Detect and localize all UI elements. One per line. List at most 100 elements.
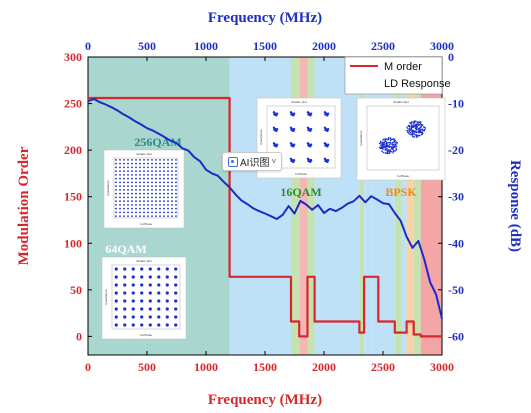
constellation-point: [143, 196, 145, 199]
constellation-point: [127, 177, 129, 180]
constellation-point: [167, 211, 169, 214]
constellation-point: [163, 188, 165, 191]
constellation-point: [127, 166, 129, 169]
top-tick-label-6: 3000: [430, 39, 454, 53]
constellation-point: [155, 207, 157, 210]
constellation-point: [131, 166, 133, 169]
constellation-point: [131, 291, 135, 295]
constellation-point: [135, 188, 137, 191]
constellation-point: [148, 307, 152, 311]
constellation-point: [115, 170, 117, 173]
constellation-point: [291, 113, 295, 117]
constellation-point: [323, 157, 327, 160]
constellation-point: [114, 315, 118, 319]
y-left-tick-label-3: 150: [64, 190, 82, 204]
constellation-point: [155, 192, 157, 195]
constellation-point: [387, 141, 390, 144]
constellation-point: [411, 125, 414, 127]
constellation-point: [159, 200, 161, 203]
constellation-point: [390, 138, 393, 141]
constellation-point: [157, 307, 161, 311]
constellation-point: [171, 196, 173, 199]
constellation-point: [159, 177, 161, 180]
y-left-tick-label-6: 300: [64, 50, 82, 64]
constellation-point: [389, 141, 392, 144]
constellation-point: [151, 203, 153, 206]
constellation-point: [409, 131, 412, 134]
constellation-point: [167, 185, 169, 188]
constellation-point: [390, 143, 392, 145]
constellation-point: [147, 188, 149, 191]
constellation-point: [414, 131, 416, 133]
constellation-point: [127, 173, 129, 176]
constellation-point: [167, 177, 169, 180]
constellation-point: [325, 129, 329, 132]
constellation-point: [148, 323, 152, 327]
constellation-point: [157, 315, 161, 319]
constellation-point: [157, 267, 161, 271]
top-tick-label-2: 1000: [194, 39, 218, 53]
constellation-point: [390, 151, 393, 153]
constellation-point: [386, 153, 389, 155]
constellation-point: [414, 128, 417, 130]
constellation-point: [323, 142, 327, 145]
constellation-point: [139, 211, 141, 214]
constellation-point: [411, 135, 414, 138]
constellation-point: [323, 111, 327, 114]
constellation-point: [174, 315, 178, 319]
constellation-point: [411, 130, 413, 133]
constellation-point: [123, 315, 127, 319]
constellation-point: [165, 275, 169, 279]
constellation-point: [417, 134, 419, 137]
constellation-point: [148, 315, 152, 319]
constellation-point: [143, 200, 145, 203]
constellation-point: [410, 122, 412, 125]
constellation-point: [143, 203, 145, 206]
constellation-point: [385, 152, 387, 155]
constellation-point: [127, 196, 129, 199]
constellation-point: [147, 211, 149, 214]
constellation-point: [119, 188, 121, 191]
constellation-point: [410, 127, 413, 130]
constellation-point: [291, 129, 295, 132]
constellation-point: [167, 162, 169, 165]
constellation-point: [114, 323, 118, 327]
constellation-point: [131, 192, 133, 195]
constellation-point: [381, 143, 383, 146]
constellation-point: [325, 113, 329, 117]
constellation-point: [171, 188, 173, 191]
constellation-point: [388, 145, 390, 147]
constellation-point: [171, 173, 173, 176]
constellation-point: [157, 291, 161, 295]
constellation-point: [155, 215, 157, 218]
constellation-point: [407, 128, 409, 130]
constellation-point: [147, 177, 149, 180]
constellation-point: [119, 173, 121, 176]
constellation-point: [308, 129, 312, 132]
constellation-point: [139, 170, 141, 173]
top-tick-label-4: 2000: [312, 39, 336, 53]
x-tick-label-1: 500: [138, 360, 156, 374]
constellation-point: [383, 138, 385, 140]
top-tick-label-1: 500: [138, 39, 156, 53]
constellation-point: [159, 166, 161, 169]
constellation-point: [165, 267, 169, 271]
constellation-point: [131, 158, 133, 161]
constellation-point: [131, 173, 133, 176]
ai-scan-icon: [228, 156, 238, 167]
constellation-point: [163, 196, 165, 199]
constellation-point: [140, 275, 144, 279]
constellation-point: [393, 150, 395, 152]
constellation-point: [148, 291, 152, 295]
constellation-point: [171, 211, 173, 214]
inset-label-256qam: 256QAM: [134, 135, 181, 149]
x-tick-label-6: 3000: [430, 360, 454, 374]
constellation-point: [131, 215, 133, 218]
constellation-point: [416, 136, 418, 138]
constellation-point: [163, 173, 165, 176]
constellation-point: [389, 138, 392, 140]
inset-label-64qam: 64QAM: [105, 242, 146, 256]
ai-image-recognition-button[interactable]: AI识图 ˅: [222, 152, 283, 171]
constellation-point: [151, 185, 153, 188]
constellation-point: [119, 203, 121, 206]
